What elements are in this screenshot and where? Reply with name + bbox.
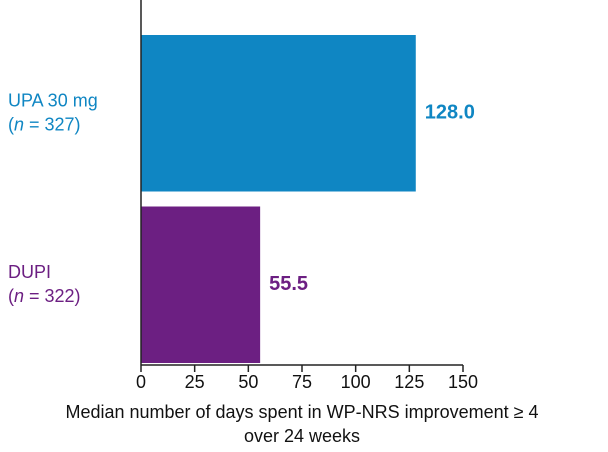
x-tick-label: 100 [341,372,371,392]
category-label: UPA 30 mg (n = 327) [8,90,98,134]
x-axis-label: over 24 weeks [244,426,360,446]
bar [141,35,416,192]
x-tick-label: 125 [394,372,424,392]
value-label: 55.5 [269,273,308,295]
x-tick-label: 0 [136,372,146,392]
bar [141,206,261,363]
x-tick-label: 150 [448,372,478,392]
x-tick-label: 75 [292,372,312,392]
x-tick-label: 25 [185,372,205,392]
x-tick-label: 50 [238,372,258,392]
x-axis-label: Median number of days spent in WP-NRS im… [65,402,538,422]
value-label: 128.0 [425,102,475,124]
category-label: DUPI (n = 322) [8,262,81,306]
